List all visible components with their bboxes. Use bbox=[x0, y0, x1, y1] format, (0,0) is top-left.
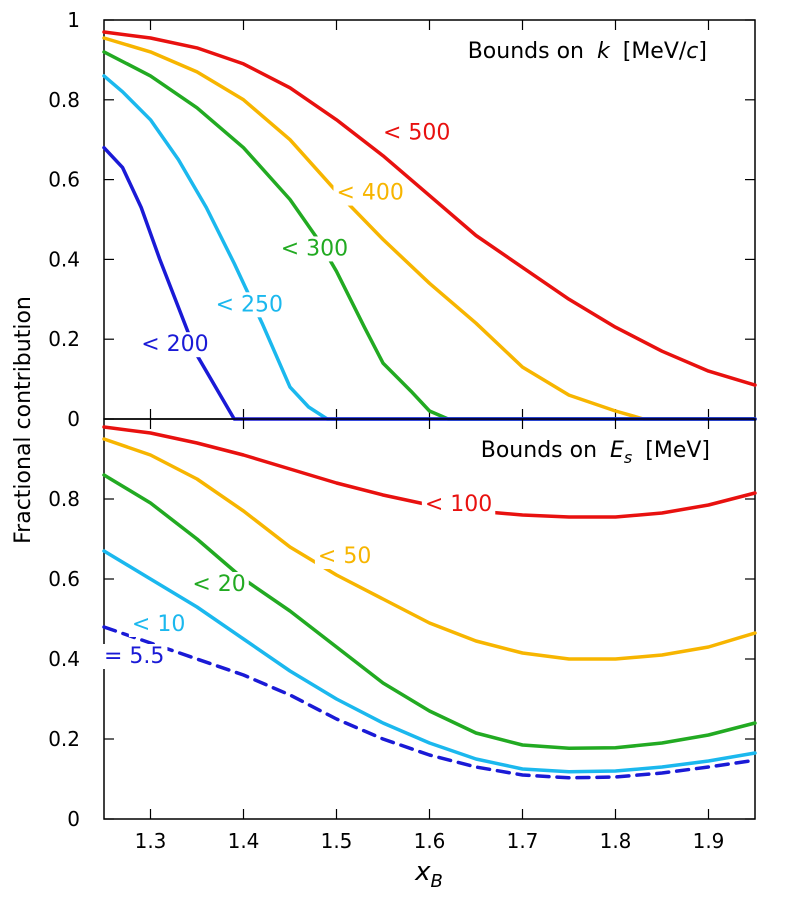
bottom-title-var-sub: s bbox=[624, 448, 632, 467]
bottom-label-bg-5p5 bbox=[101, 644, 168, 669]
bottom-series-50 bbox=[102, 437, 757, 661]
bottom-series-10 bbox=[102, 549, 757, 774]
x-axis-label-sub: B bbox=[431, 871, 443, 892]
top-label-250: < 250 bbox=[216, 292, 283, 317]
bottom-title: Bounds on Es [MeV] bbox=[481, 438, 710, 469]
xtick-label: 1.8 bbox=[600, 829, 632, 853]
top-title: Bounds on k [MeV/c] bbox=[468, 39, 707, 64]
top-label-400: < 400 bbox=[337, 181, 404, 206]
y-axis-label: Fractional contribution bbox=[11, 296, 36, 544]
top-curves bbox=[102, 30, 757, 421]
bottom-title-var: E bbox=[610, 438, 624, 463]
bottom-label-100: < 100 bbox=[425, 492, 492, 517]
bottom-label-20: < 20 bbox=[192, 572, 245, 597]
bottom-label-5p5: = 5.5 bbox=[104, 644, 164, 669]
bottom-ytick-label: 0.8 bbox=[48, 487, 80, 511]
bottom-curves bbox=[102, 425, 757, 780]
top-label-300: < 300 bbox=[281, 236, 348, 261]
bottom-labels: < 100 < 50 < 20 < 10 = 5.5 bbox=[101, 492, 496, 669]
bottom-title-unit: [MeV] bbox=[645, 438, 710, 463]
xtick-label: 1.9 bbox=[693, 829, 725, 853]
xtick-label: 1.7 bbox=[507, 829, 539, 853]
bottom-label-bg-100 bbox=[421, 492, 496, 517]
top-series-250 bbox=[102, 74, 757, 421]
xtick-label: 1.3 bbox=[135, 829, 167, 853]
bottom-ytick-label: 0.4 bbox=[48, 647, 80, 671]
top-title-unit-close: ] bbox=[698, 39, 707, 64]
top-series-500 bbox=[102, 30, 757, 387]
top-ytick-label: 0 bbox=[67, 407, 80, 431]
top-label-bg-250 bbox=[212, 292, 287, 318]
top-title-prefix: Bounds on bbox=[468, 39, 584, 64]
top-title-unit: [MeV/ bbox=[623, 39, 687, 64]
xtick-label: 1.5 bbox=[321, 829, 353, 853]
top-title-var: k bbox=[597, 39, 611, 64]
top-series-300 bbox=[102, 50, 757, 421]
top-ytick-label: 0.2 bbox=[48, 327, 80, 351]
x-axis-label-var: x bbox=[414, 857, 431, 887]
top-title-unit-var: c bbox=[686, 39, 698, 64]
top-label-200: < 200 bbox=[141, 332, 208, 357]
top-series-400 bbox=[102, 36, 757, 421]
top-labels: < 500 < 400 < 300 < 250 < 200 bbox=[138, 120, 454, 358]
bottom-series-5p5 bbox=[102, 625, 757, 780]
top-series-200 bbox=[102, 145, 757, 421]
top-ytick-label: 0.8 bbox=[48, 88, 80, 112]
bottom-ticks: 0 0.2 0.4 0.6 0.8 1.3 1.4 1.5 1.6 1.7 1.8 1.9 bbox=[48, 419, 755, 853]
bottom-label-bg-50 bbox=[314, 544, 375, 569]
top-ytick-label: 0.4 bbox=[48, 247, 80, 271]
top-label-bg-500 bbox=[380, 120, 454, 146]
panel-bottom: 0 0.2 0.4 0.6 0.8 1.3 1.4 1.5 1.6 1.7 1.8 1.9 < 100… bbox=[48, 418, 757, 853]
xtick-label: 1.4 bbox=[228, 829, 260, 853]
bottom-title-prefix: Bounds on bbox=[481, 438, 597, 463]
bottom-ytick-label: 0.2 bbox=[48, 727, 80, 751]
bottom-label-bg-20 bbox=[189, 572, 249, 597]
bottom-label-10: < 10 bbox=[132, 612, 185, 637]
panel-top: 0 0.2 0.4 0.6 0.8 1 < 500 < 400 < 300 < 250 < 200… bbox=[48, 8, 757, 431]
bottom-ytick-label: 0.6 bbox=[48, 567, 80, 591]
bottom-ytick-label: 0 bbox=[67, 807, 80, 831]
top-label-bg-300 bbox=[277, 236, 352, 262]
top-ytick-label: 0.6 bbox=[48, 168, 80, 192]
xtick-label: 1.6 bbox=[414, 829, 446, 853]
bottom-label-50: < 50 bbox=[318, 544, 371, 569]
top-label-bg-400 bbox=[333, 180, 407, 206]
top-ytick-label: 1 bbox=[67, 8, 80, 32]
bottom-series-20 bbox=[102, 473, 757, 750]
top-ticks: 0 0.2 0.4 0.6 0.8 1 bbox=[48, 8, 755, 431]
top-label-bg-200 bbox=[138, 332, 212, 358]
top-label-500: < 500 bbox=[383, 121, 450, 146]
x-axis-label: xB bbox=[414, 857, 443, 892]
bottom-label-bg-10 bbox=[128, 612, 189, 637]
